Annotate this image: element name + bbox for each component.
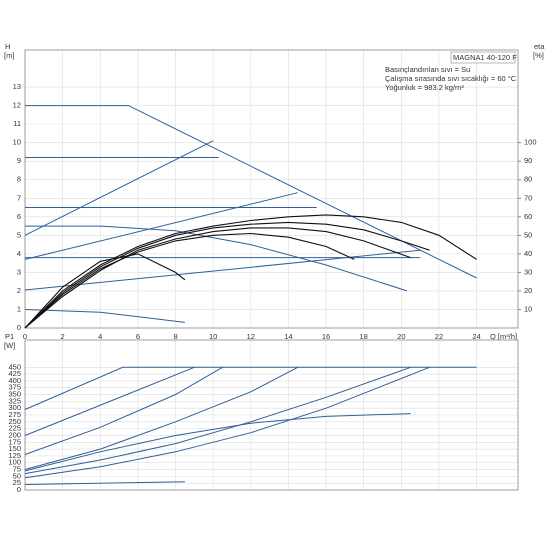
y-tick-label: 425 [8,369,21,378]
y-tick-label: 0 [17,323,21,332]
curve [24,253,186,329]
y-tick-label: 2 [17,286,21,295]
curve [24,366,477,410]
y-tick-label: 5 [17,230,21,239]
curve [24,232,355,329]
y2-tick-label: 50 [524,230,532,239]
y-tick-label: 7 [17,193,21,202]
y2-tick-label: 40 [524,249,532,258]
y-axis-label: P1 [5,332,14,341]
y-tick-label: 13 [13,82,21,91]
curve [24,214,477,329]
y-axis-unit: [W] [4,341,15,350]
y-tick-label: 1 [17,304,21,313]
y-tick-label: 125 [8,451,21,460]
x-tick-label: 0 [23,332,27,341]
y-tick-label: 0 [17,485,21,494]
y-tick-label: 4 [17,249,21,258]
y-tick-label: 11 [13,119,21,128]
x-tick-label: 20 [397,332,405,341]
annotation: Çalışma sırasında sıvı sıcaklığı = 60 °C [385,74,517,83]
annotation: Basınçlandırılan sıvı = Su [385,65,470,74]
y2-tick-label: 30 [524,267,532,276]
x-tick-label: 22 [435,332,443,341]
curve [24,413,411,472]
y-tick-label: 450 [8,362,21,371]
y2-tick-label: 70 [524,193,532,202]
curve [24,192,298,260]
x-tick-label: 18 [360,332,368,341]
curve [25,225,408,292]
curve [24,227,411,329]
y-tick-label: 6 [17,212,21,221]
curve [24,249,421,291]
y-tick-label: 375 [8,383,21,392]
y-axis-label: H [5,42,10,51]
y-axis-unit: [m] [4,51,14,60]
y-tick-label: 3 [17,267,21,276]
y-tick-label: 150 [8,444,21,453]
y-tick-label: 350 [8,390,21,399]
plot-frame [24,339,519,491]
curve [24,140,214,236]
y-tick-label: 9 [17,156,21,165]
y-tick-label: 275 [8,410,21,419]
y2-tick-label: 80 [524,175,532,184]
y-tick-label: 250 [8,417,21,426]
y-tick-label: 10 [13,138,21,147]
y-tick-label: 225 [8,424,21,433]
y-tick-label: 200 [8,430,21,439]
y2-tick-label: 60 [524,212,532,221]
curve [24,309,185,323]
y2-axis-unit: [%] [533,51,544,60]
chart-title: MAGNA1 40-120 F [453,53,517,62]
x-tick-label: 12 [247,332,255,341]
y-tick-label: 25 [13,478,21,487]
curve [24,366,430,479]
x-tick-label: 6 [136,332,140,341]
curve [24,481,185,485]
y-tick-label: 8 [17,175,21,184]
x-axis-label: Q [m³/h] [490,332,517,341]
curve [24,366,195,436]
x-tick-label: 24 [472,332,480,341]
curve [24,366,223,455]
annotation: Yoğunluk = 983.2 kg/m³ [385,83,464,92]
x-tick-label: 10 [209,332,217,341]
y2-tick-label: 20 [524,286,532,295]
title-box [450,51,516,64]
x-tick-label: 14 [284,332,292,341]
y-tick-label: 400 [8,376,21,385]
x-tick-label: 2 [61,332,65,341]
x-tick-label: 8 [173,332,177,341]
y-tick-label: 325 [8,396,21,405]
curve [24,221,430,329]
y2-axis-label: eta [534,42,545,51]
curve [24,366,411,475]
y-tick-label: 175 [8,437,21,446]
curve [24,366,299,470]
y2-tick-label: 90 [524,156,532,165]
x-tick-label: 4 [98,332,102,341]
y2-tick-label: 10 [524,304,532,313]
curve [25,105,477,279]
y-tick-label: 75 [13,465,21,474]
y-tick-label: 100 [8,458,21,467]
y-tick-label: 12 [13,101,21,110]
y-tick-label: 50 [13,471,21,480]
plot-frame [24,49,519,329]
y2-tick-label: 100 [524,138,537,147]
y-tick-label: 300 [8,403,21,412]
x-tick-label: 16 [322,332,330,341]
